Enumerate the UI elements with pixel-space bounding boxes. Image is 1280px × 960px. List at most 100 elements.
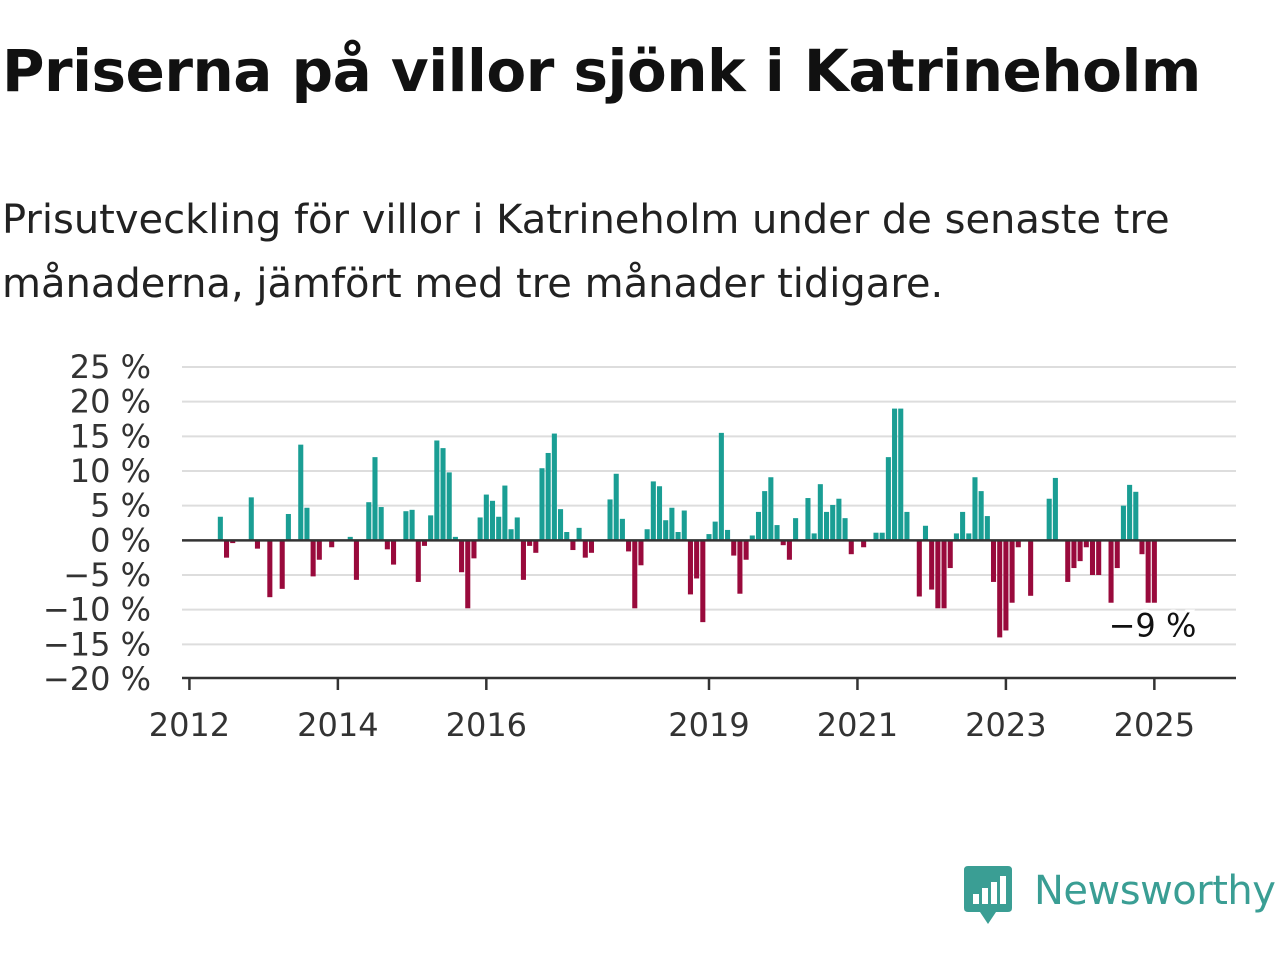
- chart-title: Priserna på villor sjönk i Katrineholm: [2, 37, 1201, 105]
- bar: [285, 513, 291, 541]
- bar: [935, 540, 941, 609]
- bar: [762, 491, 768, 541]
- bar: [922, 525, 929, 541]
- bar: [861, 540, 867, 548]
- annotation-layer: −9 %: [1106, 604, 1200, 648]
- bar: [576, 527, 582, 541]
- bar: [681, 510, 687, 541]
- bar: [830, 504, 836, 541]
- bar: [403, 511, 409, 541]
- axes: [182, 539, 1236, 690]
- bar: [650, 481, 656, 541]
- bar: [217, 516, 223, 541]
- bar: [298, 444, 304, 541]
- bar: [304, 507, 310, 541]
- bar: [409, 509, 415, 541]
- bar: [545, 452, 551, 541]
- y-tick-label: −5 %: [63, 556, 151, 594]
- bar: [1114, 540, 1120, 569]
- bar: [483, 494, 489, 541]
- bar: [329, 540, 335, 548]
- bar: [755, 511, 762, 541]
- bar: [997, 540, 1003, 638]
- y-tick-label: −15 %: [43, 625, 151, 663]
- bar: [805, 498, 811, 541]
- bar: [1046, 498, 1052, 541]
- bar: [700, 540, 706, 623]
- bar: [978, 491, 984, 541]
- x-tick-label: 2025: [1114, 706, 1195, 744]
- bar: [452, 536, 458, 541]
- bar: [428, 515, 434, 541]
- bar: [811, 533, 817, 541]
- bar: [947, 540, 953, 569]
- chart-subtitle: Prisutveckling för villor i Katrineholm …: [2, 197, 1170, 307]
- x-tick-label: 2012: [149, 706, 230, 744]
- bar: [638, 540, 644, 566]
- bar: [737, 540, 743, 594]
- bar: [1015, 540, 1021, 548]
- bar: [675, 532, 681, 541]
- bar: [1127, 484, 1133, 541]
- bar: [644, 529, 650, 541]
- bar-series: [217, 408, 1157, 638]
- bar: [694, 540, 700, 579]
- bar: [1071, 540, 1077, 569]
- y-tick-label: −10 %: [43, 591, 151, 629]
- bar: [842, 518, 848, 541]
- bar: [1139, 540, 1145, 555]
- bar: [656, 486, 663, 541]
- bar: [1151, 540, 1157, 603]
- x-axis-labels: 2012 2014 2016 2019 2021 2023 2025: [149, 706, 1195, 744]
- bar: [1120, 505, 1126, 541]
- bar: [415, 540, 421, 582]
- bar: [520, 540, 526, 580]
- x-tick-label: 2019: [668, 706, 749, 744]
- bar: [582, 540, 588, 558]
- bar: [848, 540, 854, 555]
- bar: [347, 536, 353, 541]
- y-tick-label: −20 %: [43, 660, 151, 698]
- bar: [477, 517, 483, 541]
- bar: [384, 540, 390, 550]
- newsworthy-logo[interactable]: Newsworthy: [962, 864, 1276, 928]
- bar: [1003, 540, 1009, 631]
- bar: [1133, 491, 1139, 541]
- bar: [706, 534, 712, 541]
- x-tick-label: 2014: [297, 706, 378, 744]
- x-tick-label: 2023: [965, 706, 1046, 744]
- bar: [904, 511, 910, 541]
- bar: [1089, 540, 1096, 575]
- bar: [551, 433, 557, 541]
- bar: [1096, 540, 1102, 575]
- y-tick-label: 0 %: [90, 521, 151, 559]
- bar: [687, 540, 693, 595]
- bar: [465, 540, 471, 609]
- y-tick-label: 25 %: [70, 348, 151, 386]
- bar: [378, 507, 384, 541]
- brand-name: Newsworthy: [1034, 868, 1276, 914]
- bar: [570, 540, 576, 551]
- bar: [941, 540, 947, 609]
- bar: [539, 468, 545, 541]
- bar: [224, 540, 230, 558]
- bar: [749, 535, 755, 541]
- bar: [966, 533, 972, 541]
- bar: [440, 448, 446, 541]
- x-tick-label: 2016: [446, 706, 527, 744]
- bar: [489, 500, 496, 541]
- bar: [1052, 477, 1058, 541]
- bar: [558, 509, 564, 541]
- y-tick-label: 5 %: [90, 487, 151, 525]
- bar: [496, 516, 502, 541]
- bar: [1009, 540, 1015, 603]
- y-tick-label: 20 %: [70, 383, 151, 421]
- bar: [446, 472, 452, 541]
- bar: [793, 518, 799, 541]
- bar: [533, 540, 539, 553]
- bar: [279, 540, 285, 589]
- bar: [731, 540, 737, 556]
- bar: [780, 540, 786, 546]
- bar: [990, 540, 997, 582]
- bar: [836, 498, 842, 541]
